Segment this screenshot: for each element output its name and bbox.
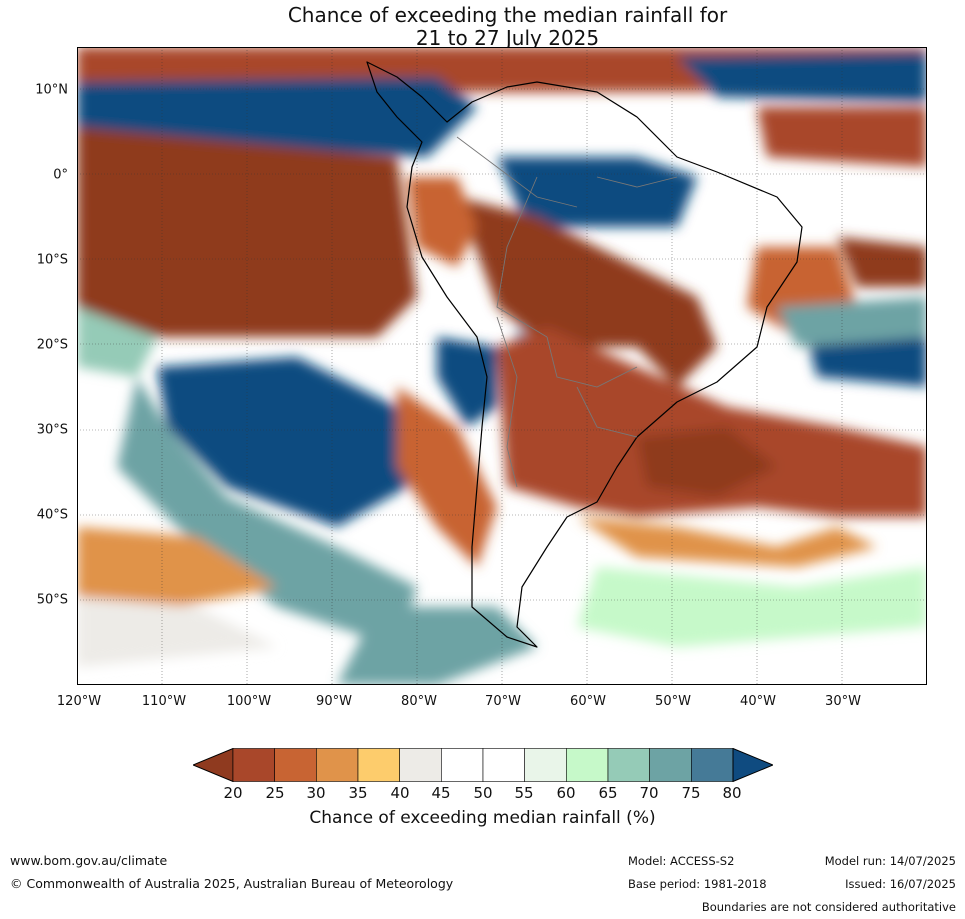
colorbar-segment xyxy=(316,748,359,782)
colorbar-tick: 55 xyxy=(514,784,534,802)
colorbar-tick: 20 xyxy=(223,784,243,802)
colorbar-segment xyxy=(566,748,609,782)
website-link[interactable]: www.bom.gov.au/climate xyxy=(10,853,168,868)
colorbar-tick: 25 xyxy=(265,784,285,802)
colorbar-segment xyxy=(691,748,734,782)
lat-label-20s: 20°S xyxy=(36,337,68,353)
colorbar-tick: 40 xyxy=(390,784,410,802)
lat-label-10s: 10°S xyxy=(36,252,68,268)
colorbar-tick: 65 xyxy=(598,784,618,802)
lon-label-40w: 40°W xyxy=(740,694,776,709)
colorbar-segment xyxy=(524,748,567,782)
rainfall-map xyxy=(77,47,927,685)
colorbar-segment xyxy=(607,748,650,782)
colorbar-tick: 70 xyxy=(639,784,659,802)
colorbar-tick: 80 xyxy=(722,784,742,802)
model-run-text: Model run: 14/07/2025 xyxy=(824,854,956,868)
colorbar-tick: 30 xyxy=(306,784,326,802)
south-america-coastline xyxy=(366,61,803,648)
colorbar-segment xyxy=(274,748,317,782)
title-line-1: Chance of exceeding the median rainfall … xyxy=(287,3,728,27)
lon-label-70w: 70°W xyxy=(485,694,521,709)
colorbar-segment xyxy=(441,748,484,782)
lon-label-30w: 30°W xyxy=(825,694,861,709)
lon-label-100w: 100°W xyxy=(226,694,272,709)
colorbar-segment xyxy=(399,748,442,782)
colorbar-segment xyxy=(649,748,692,782)
colorbar-segment xyxy=(232,748,275,782)
lon-label-60w: 60°W xyxy=(570,694,606,709)
model-text: Model: ACCESS-S2 xyxy=(628,854,735,868)
colorbar-under-arrow xyxy=(191,747,234,783)
boundaries-note: Boundaries are not considered authoritat… xyxy=(701,900,956,914)
lat-label-0: 0° xyxy=(53,167,68,183)
colorbar xyxy=(191,747,775,783)
colorbar-label: Chance of exceeding median rainfall (%) xyxy=(309,808,656,828)
colorbar-over-arrow xyxy=(732,747,775,783)
colorbar-segment xyxy=(482,748,525,782)
copyright-text: © Commonwealth of Australia 2025, Austra… xyxy=(10,876,454,891)
colorbar-tick: 45 xyxy=(431,784,451,802)
lon-label-90w: 90°W xyxy=(316,694,352,709)
colorbar-tick: 60 xyxy=(556,784,576,802)
colorbar-segment xyxy=(357,748,400,782)
title-line-2: 21 to 27 July 2025 xyxy=(415,26,600,50)
lon-label-50w: 50°W xyxy=(655,694,691,709)
base-period-text: Base period: 1981-2018 xyxy=(628,877,767,891)
colorbar-tick: 35 xyxy=(348,784,368,802)
lon-label-120w: 120°W xyxy=(56,694,102,709)
lat-label-40s: 40°S xyxy=(36,507,68,523)
map-title: Chance of exceeding the median rainfall … xyxy=(0,4,965,50)
issued-text: Issued: 16/07/2025 xyxy=(845,877,956,891)
colorbar-tick: 50 xyxy=(473,784,493,802)
lat-label-10n: 10°N xyxy=(35,82,68,98)
lat-label-50s: 50°S xyxy=(36,592,68,608)
lat-label-30s: 30°S xyxy=(36,422,68,438)
colorbar-tick: 75 xyxy=(681,784,701,802)
lon-label-80w: 80°W xyxy=(401,694,437,709)
lon-label-110w: 110°W xyxy=(141,694,187,709)
